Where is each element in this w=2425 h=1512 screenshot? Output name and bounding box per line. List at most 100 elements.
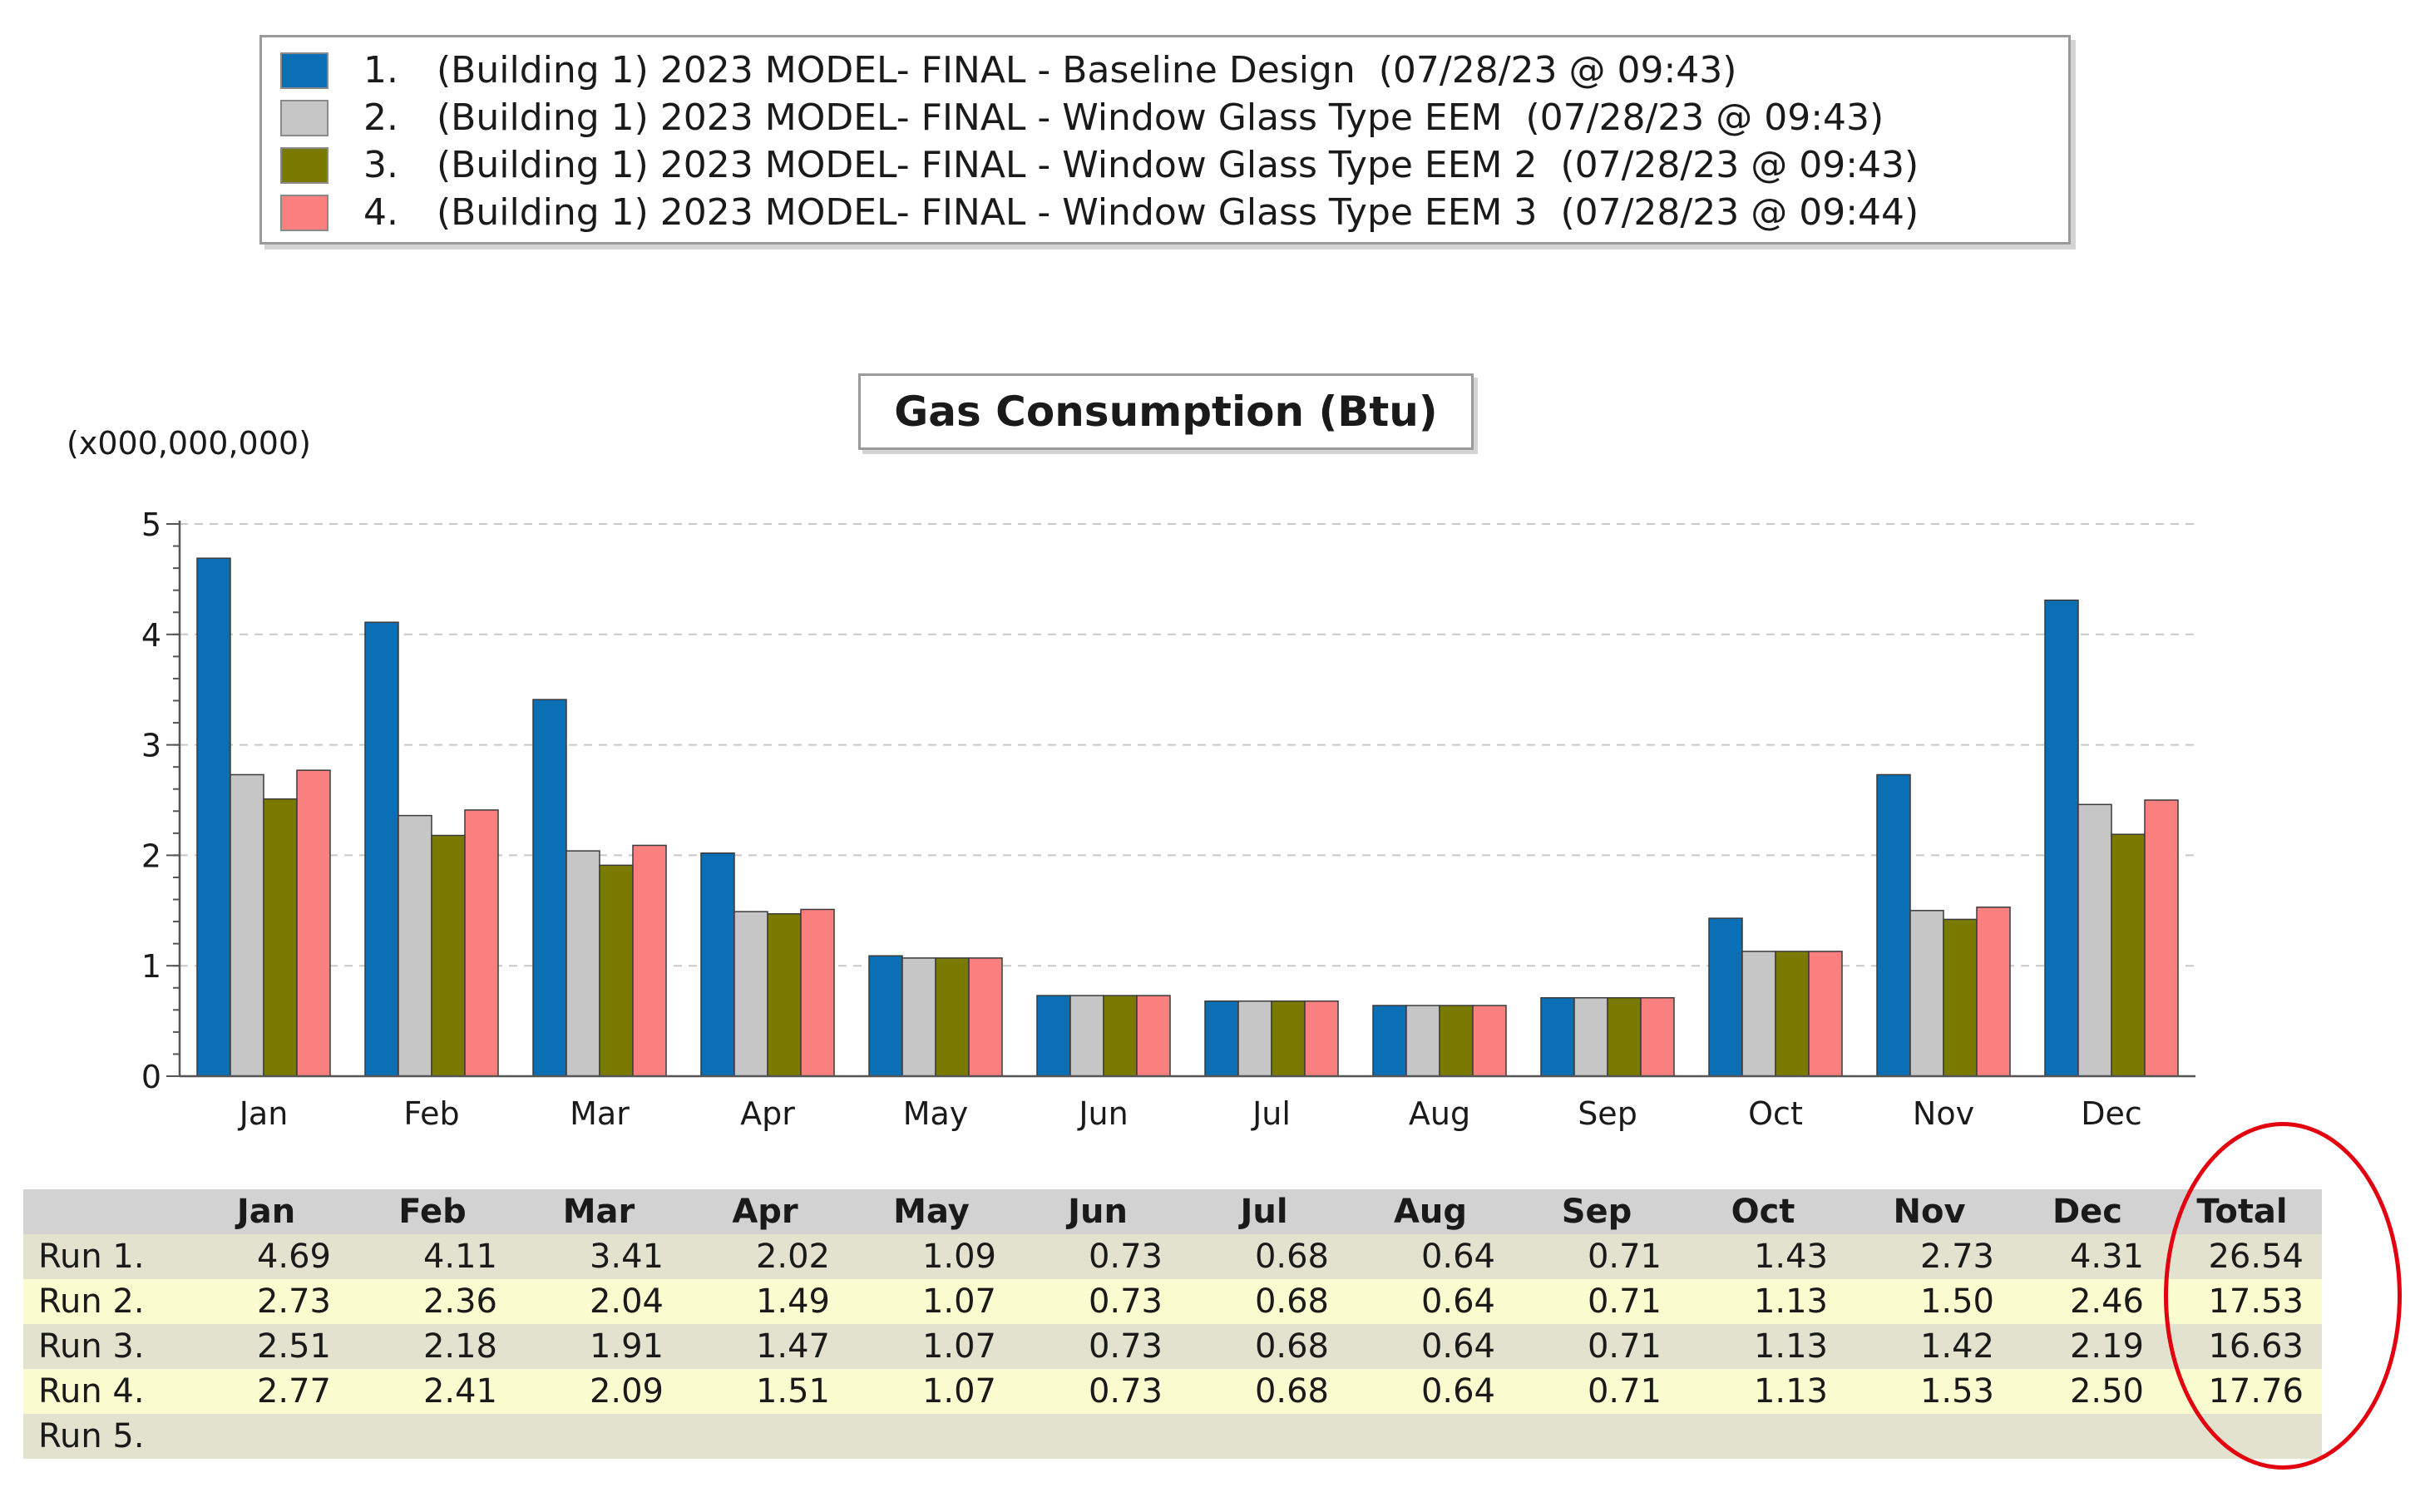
table-header-cell: Dec — [2013, 1189, 2162, 1234]
legend-number: 1. — [363, 49, 398, 91]
x-tick-label: May — [903, 1095, 969, 1132]
bar-run1-jan — [196, 557, 231, 1077]
legend-swatch-3 — [280, 147, 328, 184]
x-tick-label: Nov — [1913, 1095, 1974, 1132]
table-cell: 2.02 — [682, 1234, 848, 1279]
bar-run2-mar — [566, 850, 600, 1077]
bar-run2-apr — [733, 911, 768, 1077]
table-row: Run 1. 4.69 4.11 3.41 2.02 1.09 0.73 0.68 0.64 0.… — [23, 1234, 2322, 1279]
table-cell: 2.04 — [516, 1279, 682, 1324]
table-cell — [848, 1414, 1015, 1459]
table-cell: 2.18 — [349, 1324, 516, 1369]
legend-item-1: 1. (Building 1) 2023 MODEL- FINAL - Base… — [270, 47, 2058, 94]
table-header-cell: Sep — [1514, 1189, 1680, 1234]
table-cell — [183, 1414, 349, 1459]
table-header-row: Jan Feb Mar Apr May Jun Jul Aug Sep Oct … — [23, 1189, 2322, 1234]
table-cell: 1.43 — [1680, 1234, 1846, 1279]
table-header-cell: Total — [2162, 1189, 2322, 1234]
y-tick-label: 5 — [141, 506, 161, 543]
row-label: Run 4. — [23, 1369, 183, 1414]
table-cell: 1.07 — [848, 1324, 1015, 1369]
bar-run4-jan — [296, 769, 331, 1077]
table-cell: 0.68 — [1181, 1279, 1347, 1324]
x-tick-label: Mar — [570, 1095, 630, 1132]
table-cell: 3.41 — [516, 1234, 682, 1279]
x-tick-label: Apr — [740, 1095, 795, 1132]
table-cell — [349, 1414, 516, 1459]
bar-run2-may — [901, 957, 936, 1077]
table-header-cell: Jun — [1015, 1189, 1181, 1234]
bar-run3-may — [935, 957, 970, 1077]
bar-run2-nov — [1909, 910, 1944, 1077]
table-cell: 0.71 — [1514, 1234, 1680, 1279]
bar-run3-dec — [2111, 833, 2146, 1077]
table-cell: 4.31 — [2013, 1234, 2162, 1279]
y-tick-label: 1 — [141, 948, 161, 985]
row-label: Run 5. — [23, 1414, 183, 1459]
bar-run4-nov — [1976, 907, 2011, 1077]
table-cell: 1.51 — [682, 1369, 848, 1414]
table-header-cell: Jul — [1181, 1189, 1347, 1234]
x-tick-label: Aug — [1409, 1095, 1470, 1132]
table-cell — [1015, 1414, 1181, 1459]
table-cell: 0.64 — [1347, 1324, 1514, 1369]
bar-run3-jul — [1271, 1000, 1306, 1077]
table-cell: 2.77 — [183, 1369, 349, 1414]
row-label: Run 2. — [23, 1279, 183, 1324]
bar-run4-jun — [1136, 995, 1171, 1077]
y-tick-label: 0 — [141, 1059, 161, 1095]
table-cell: 1.07 — [848, 1279, 1015, 1324]
bar-run3-oct — [1775, 951, 1810, 1077]
table-header-cell: Nov — [1846, 1189, 2013, 1234]
table-cell: 2.73 — [183, 1279, 349, 1324]
bar-run2-dec — [2077, 803, 2112, 1077]
table-cell: 1.49 — [682, 1279, 848, 1324]
bar-run3-nov — [1943, 918, 1978, 1077]
x-tick-label: Dec — [2081, 1095, 2142, 1132]
table-row: Run 5. — [23, 1414, 2322, 1459]
bar-run3-aug — [1439, 1005, 1474, 1077]
bar-run1-aug — [1372, 1005, 1407, 1077]
bar-run2-jul — [1237, 1000, 1272, 1077]
bar-run4-feb — [464, 809, 499, 1077]
x-tick-label: Jan — [238, 1095, 289, 1132]
legend-number: 2. — [363, 96, 398, 139]
table-row: Run 2. 2.73 2.36 2.04 1.49 1.07 0.73 0.68 0.64 0.… — [23, 1279, 2322, 1324]
table-header-cell: Feb — [349, 1189, 516, 1234]
table-cell: 0.71 — [1514, 1279, 1680, 1324]
bar-run2-aug — [1405, 1005, 1440, 1077]
table-header-cell: Mar — [516, 1189, 682, 1234]
table-header-cell: May — [848, 1189, 1015, 1234]
total-cell: 17.53 — [2162, 1279, 2322, 1324]
total-cell: 26.54 — [2162, 1234, 2322, 1279]
x-tick-label: Feb — [403, 1095, 459, 1132]
legend-item-3: 3. (Building 1) 2023 MODEL- FINAL - Wind… — [270, 142, 2058, 189]
total-cell: 17.76 — [2162, 1369, 2322, 1414]
table-cell: 1.07 — [848, 1369, 1015, 1414]
bar-run4-aug — [1472, 1005, 1507, 1077]
row-label: Run 1. — [23, 1234, 183, 1279]
table-cell: 2.50 — [2013, 1369, 2162, 1414]
table-cell — [1347, 1414, 1514, 1459]
table-row: Run 4. 2.77 2.41 2.09 1.51 1.07 0.73 0.68 0.64 0.… — [23, 1369, 2322, 1414]
table-cell: 0.64 — [1347, 1369, 1514, 1414]
legend-swatch-1 — [280, 52, 328, 89]
table-cell — [1846, 1414, 2013, 1459]
bar-run4-oct — [1808, 951, 1843, 1077]
y-tick-label: 3 — [141, 728, 161, 764]
table-cell: 0.68 — [1181, 1324, 1347, 1369]
bar-run4-dec — [2144, 799, 2179, 1077]
table-header-cell: Apr — [682, 1189, 848, 1234]
bar-run1-sep — [1540, 996, 1575, 1077]
table-cell: 2.41 — [349, 1369, 516, 1414]
table-cell: 1.13 — [1680, 1279, 1846, 1324]
table-header-cell: Oct — [1680, 1189, 1846, 1234]
bar-run2-jun — [1069, 995, 1104, 1077]
bar-run4-mar — [632, 844, 667, 1077]
legend-swatch-2 — [280, 100, 328, 136]
table-cell — [2013, 1414, 2162, 1459]
table-cell: 1.47 — [682, 1324, 848, 1369]
table-cell — [516, 1414, 682, 1459]
table-cell: 0.73 — [1015, 1369, 1181, 1414]
bar-run3-feb — [431, 834, 466, 1077]
